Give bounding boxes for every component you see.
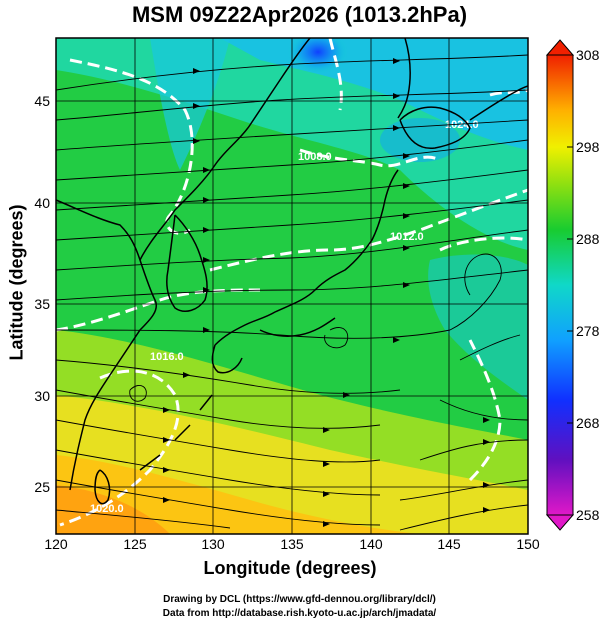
- plot-frame: [55, 37, 529, 535]
- contour-label: 1020.0: [90, 503, 124, 515]
- contour-label: 1008.0: [298, 151, 332, 163]
- y-tick-label: 45: [34, 93, 50, 109]
- x-axis-label: Longitude (degrees): [203, 558, 377, 578]
- y-tick-label: 25: [34, 479, 50, 495]
- x-tick-label: 135: [280, 536, 304, 552]
- contour-label: 1012.0: [390, 231, 424, 243]
- contour-label: 1016.0: [150, 351, 184, 363]
- x-tick-label: 120: [44, 536, 68, 552]
- colorbar-max-arrow: [545, 39, 575, 56]
- isobars: [56, 38, 528, 527]
- wind-arrowheads: [163, 58, 490, 527]
- colorbar-tick-label: 288: [576, 231, 599, 247]
- lat-lon-grid: [56, 38, 528, 534]
- y-tick-label: 40: [34, 195, 50, 211]
- y-tick-label: 30: [34, 388, 50, 404]
- x-tick-label: 130: [201, 536, 225, 552]
- colorbar-tick-label: 298: [576, 139, 599, 155]
- x-tick-label: 150: [516, 536, 540, 552]
- coastlines: [56, 38, 528, 505]
- colorbar: 308 298 288 278 268 258: [545, 39, 599, 531]
- colorbar-tick-label: 278: [576, 323, 599, 339]
- colorbar-scale: [546, 54, 574, 516]
- plot-title: MSM 09Z22Apr2026 (1013.2hPa): [131, 2, 468, 27]
- x-tick-labels: 120 125 130 135 140 145 150: [44, 536, 540, 552]
- colorbar-min-arrow: [545, 514, 575, 531]
- y-axis-label: Latitude (degrees): [6, 204, 27, 361]
- drawing-credit: Drawing by DCL (https://www.gfd-dennou.o…: [163, 594, 436, 605]
- x-tick-label: 145: [437, 536, 461, 552]
- y-tick-labels: 25 30 35 40 45: [34, 93, 50, 495]
- contour-labels: 1008.0 1012.0 1016.0 1020.0 1024.0: [90, 119, 479, 515]
- colorbar-tick-label: 258: [576, 507, 599, 523]
- colorbar-tick-label: 308: [576, 47, 599, 63]
- y-tick-label: 35: [34, 296, 50, 312]
- x-tick-label: 140: [359, 536, 383, 552]
- colorbar-tick-label: 268: [576, 415, 599, 431]
- x-tick-label: 125: [123, 536, 147, 552]
- data-credit: Data from http://database.rish.kyoto-u.a…: [162, 608, 437, 619]
- wind-streamlines: [56, 54, 528, 531]
